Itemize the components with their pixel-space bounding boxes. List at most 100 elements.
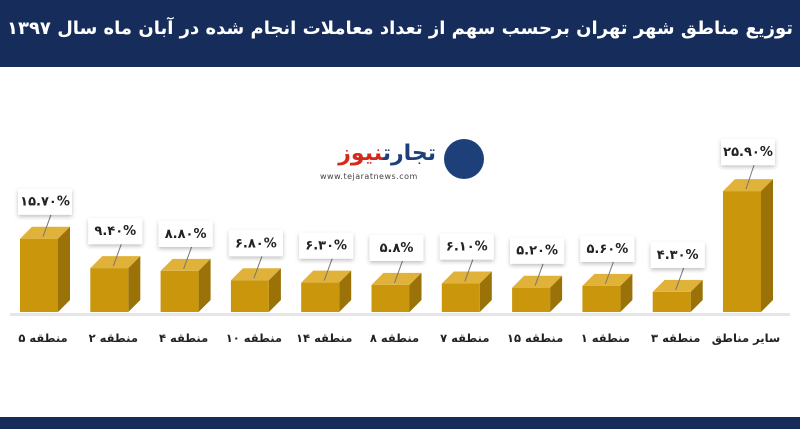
data-label-box	[580, 235, 635, 262]
bar-front	[652, 291, 691, 312]
bar-side	[268, 268, 281, 312]
data-label: ۶.۱۰%	[446, 240, 488, 255]
logo: تجارتنیوز www.tejaratnews.com	[318, 137, 488, 185]
bar	[230, 268, 281, 312]
bar-front	[90, 268, 129, 312]
bar	[582, 273, 633, 312]
bar	[512, 275, 563, 312]
bar	[723, 179, 773, 312]
data-label: ۵.۶۰%	[587, 242, 629, 257]
data-label-box	[650, 241, 705, 268]
data-label-box	[721, 139, 775, 166]
bar-side	[620, 273, 633, 312]
bar-side	[198, 258, 211, 312]
category-label: منطقه ۳	[651, 331, 700, 345]
bar-side	[128, 256, 141, 312]
data-label-box	[369, 234, 424, 261]
bar-side	[479, 271, 492, 312]
header-bar: توزیع مناطق شهر تهران برحسب سهم از تعداد…	[0, 0, 800, 67]
bar	[371, 272, 422, 312]
bar-front	[230, 280, 269, 312]
data-label: ۱۵.۷۰%	[20, 195, 70, 210]
bar-side	[339, 270, 352, 312]
bar-front	[160, 270, 199, 312]
data-label: ۶.۸۰%	[235, 236, 277, 251]
bar-top	[723, 179, 773, 192]
bar-top	[160, 258, 211, 271]
leader-line	[675, 267, 685, 291]
bar-front	[441, 283, 480, 312]
category-label: منطقه ۱۵	[507, 331, 563, 345]
bar-side	[690, 279, 703, 312]
data-label: ۹.۴۰%	[94, 224, 136, 239]
chart-title: توزیع مناطق شهر تهران برحسب سهم از تعداد…	[6, 18, 794, 39]
data-label-box	[88, 218, 143, 245]
data-label: ۸.۸۰%	[165, 227, 207, 242]
data-label: ۲۵.۹۰%	[723, 145, 773, 160]
leader-line	[394, 260, 403, 284]
bar-top	[301, 270, 352, 283]
bar-top	[652, 279, 703, 292]
bars-group	[10, 179, 790, 316]
leader-line	[323, 258, 333, 281]
category-label: منطقه ۵	[18, 331, 67, 345]
bar-front	[512, 287, 551, 312]
labels-group: ۱۵.۷۰% منطقه ۵ ۹.۴۰% منطقه ۲ ۸.۸۰% منطقه ۴ ۶.۸…	[18, 139, 780, 345]
data-label-box	[228, 230, 283, 257]
category-label: منطقه ۱۰	[226, 331, 282, 345]
bar-side	[58, 226, 70, 312]
data-label-box	[510, 237, 565, 264]
logo-url: www.tejaratnews.com	[320, 172, 418, 181]
data-label-box	[439, 233, 494, 260]
category-label: منطقه ۴	[159, 331, 208, 345]
category-label: سایر مناطق	[712, 331, 780, 345]
data-label: ۵.۸%	[380, 241, 414, 256]
bar-front	[582, 285, 621, 312]
data-label: ۵.۲۰%	[516, 244, 558, 259]
bar	[652, 279, 703, 312]
leader-line	[42, 214, 52, 237]
bar-front	[20, 238, 58, 312]
bar-front	[371, 284, 410, 312]
footer-bar	[0, 417, 800, 429]
category-label: منطقه ۸	[370, 331, 419, 345]
bar-front	[723, 191, 761, 312]
data-label-box	[299, 232, 354, 259]
bar	[20, 226, 70, 312]
bar-top	[20, 226, 70, 239]
leader-line	[745, 164, 755, 190]
bar-side	[550, 275, 563, 312]
data-label-box	[158, 220, 213, 247]
category-label: منطقه ۱۴	[296, 331, 352, 345]
logo-emblem-icon	[444, 139, 484, 179]
data-label: ۶.۳۰%	[305, 239, 347, 254]
logo-name-part2: نیوز	[338, 141, 383, 166]
bar-top	[230, 268, 281, 281]
bar-side	[761, 179, 773, 312]
leader-line	[534, 263, 544, 286]
logo-name: تجارتنیوز	[338, 141, 436, 166]
bar-top	[582, 273, 633, 286]
bar	[301, 270, 352, 312]
bar-front	[301, 282, 340, 312]
bar	[160, 258, 211, 312]
bar	[90, 256, 141, 312]
category-label: منطقه ۲	[89, 331, 138, 345]
bar-side	[409, 272, 422, 312]
leader-line	[183, 246, 193, 270]
leader-line	[604, 261, 614, 285]
bar	[441, 271, 492, 312]
leader-line	[464, 259, 474, 282]
bar-top	[90, 256, 141, 269]
bar-top	[441, 271, 492, 284]
category-label: منطقه ۷	[440, 331, 489, 345]
baseline-shadow	[10, 313, 790, 316]
logo-name-part1: تجارت	[382, 141, 436, 166]
category-label: منطقه ۱	[581, 331, 630, 345]
data-label: ۴.۳۰%	[657, 248, 699, 263]
leader-line	[112, 243, 122, 267]
bar-top	[371, 272, 422, 285]
bar-top	[512, 275, 563, 288]
data-label-box	[18, 188, 72, 215]
